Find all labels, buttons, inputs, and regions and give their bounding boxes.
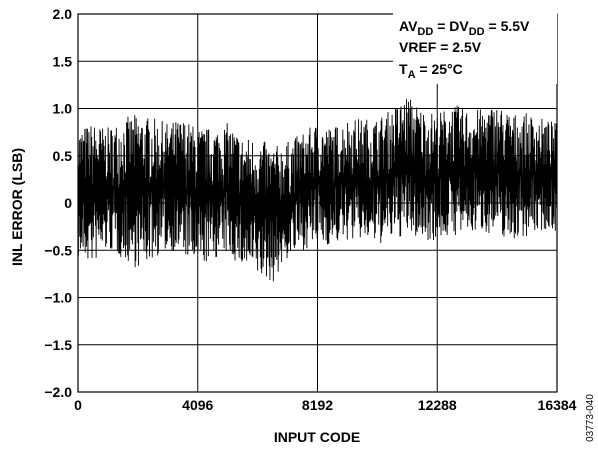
- y-tick-label: 0.5: [53, 148, 73, 164]
- x-tick-labels: 0 4096 8192 12288 16384: [74, 397, 577, 413]
- figure-id: 03773-040: [585, 394, 596, 442]
- inl-trace: [77, 99, 558, 282]
- y-tick-label: −2.0: [44, 384, 72, 400]
- y-tick-label: −1.5: [44, 337, 72, 353]
- inl-series-line: [77, 99, 558, 282]
- plot-frame: [77, 13, 558, 393]
- x-axis-title: INPUT CODE: [274, 429, 360, 445]
- anno-av: AV: [399, 18, 418, 34]
- anno-dv-sub: DD: [469, 26, 485, 38]
- x-tick-label: 12288: [418, 397, 457, 413]
- y-tick-labels: 2.0 1.5 1.0 0.5 0 −0.5 −1.0 −1.5 −2.0: [44, 6, 72, 400]
- anno-temp-value: = 25°C: [416, 61, 463, 77]
- y-tick-label: −1.0: [44, 290, 72, 306]
- anno-t: T: [399, 61, 408, 77]
- y-tick-label: −0.5: [44, 242, 72, 258]
- anno-av-sub: DD: [417, 26, 433, 38]
- y-axis-title: INL ERROR (LSB): [9, 148, 25, 266]
- x-tick-label: 16384: [538, 397, 577, 413]
- annotation-vref: VREF = 2.5V: [399, 39, 482, 55]
- anno-t-sub: A: [408, 69, 416, 81]
- x-tick-label: 4096: [182, 397, 213, 413]
- x-tick-label: 8192: [302, 397, 333, 413]
- annotation-background: [393, 12, 557, 84]
- anno-voltage: = 5.5V: [485, 18, 530, 34]
- annotation-temp: TA = 25°C: [399, 61, 463, 81]
- conditions-annotation: AVDD = DVDD = 5.5V VREF = 2.5V TA = 25°C: [393, 12, 557, 84]
- y-tick-label: 1.0: [53, 101, 73, 117]
- x-tick-label: 0: [74, 397, 82, 413]
- y-tick-label: 1.5: [53, 53, 73, 69]
- y-tick-label: 2.0: [53, 6, 73, 22]
- anno-dv: = DV: [433, 18, 469, 34]
- annotation-supply: AVDD = DVDD = 5.5V: [399, 18, 530, 38]
- y-tick-label: 0: [64, 195, 72, 211]
